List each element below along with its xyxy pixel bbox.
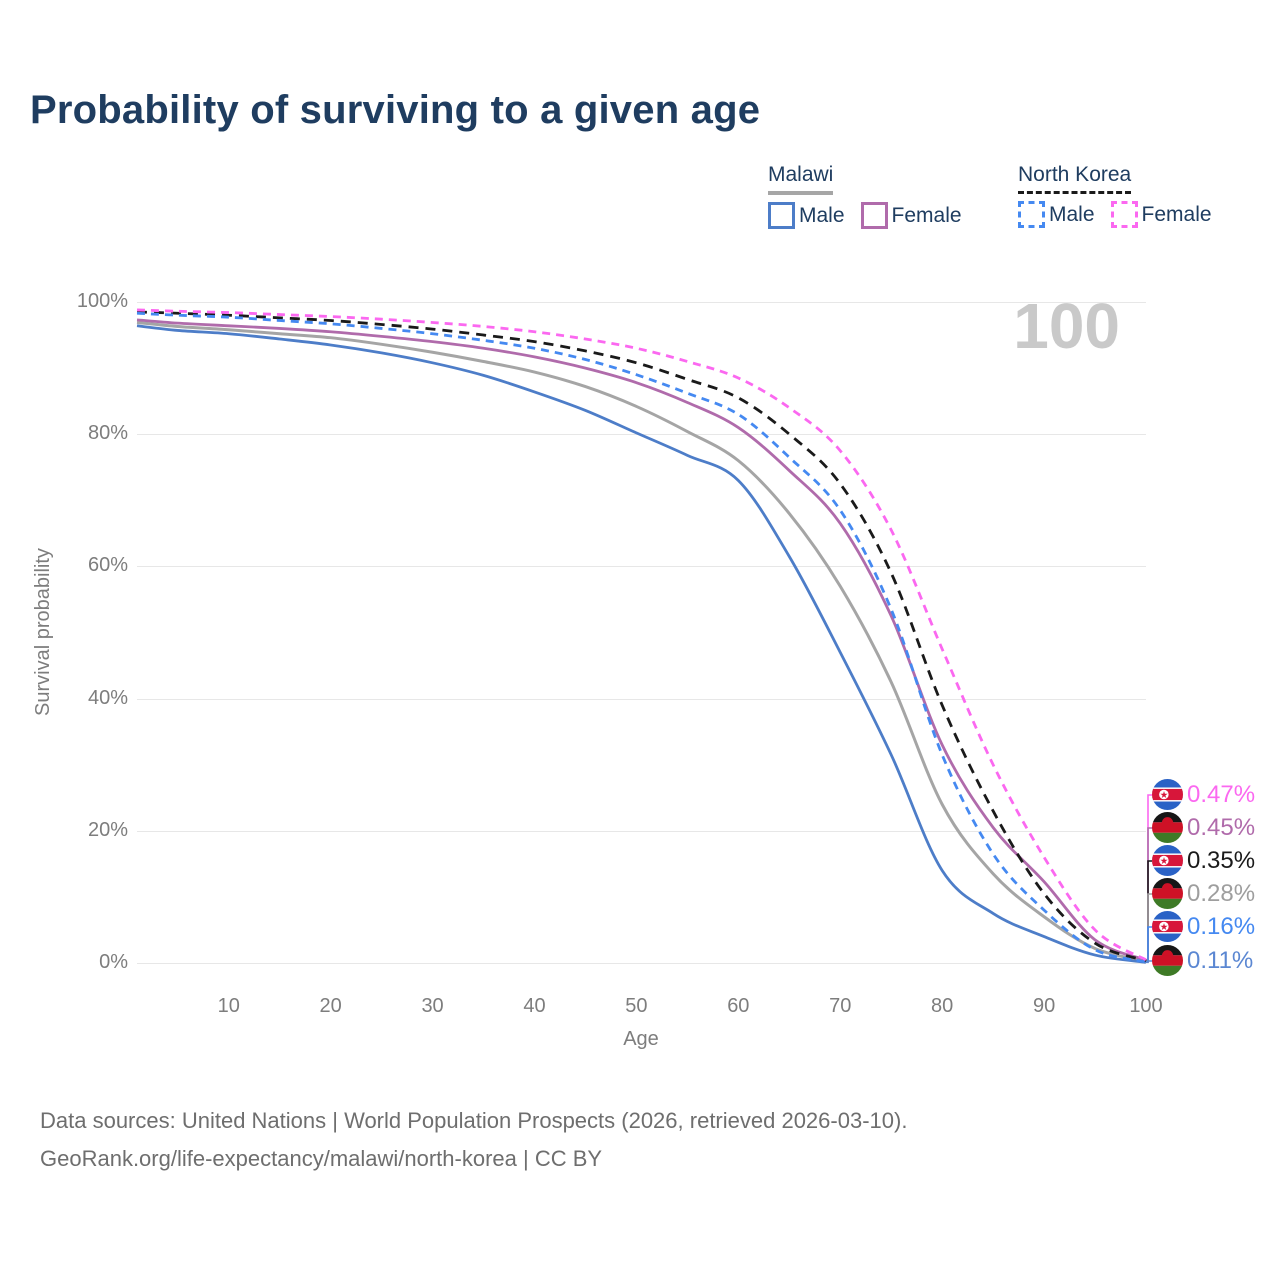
end-label-value: 0.45% — [1187, 813, 1256, 841]
x-tick-label-90: 90 — [1032, 995, 1056, 1017]
legend-label: Male — [799, 203, 845, 227]
x-tick-label-30: 30 — [421, 995, 444, 1017]
x-tick-label-60: 60 — [727, 995, 750, 1017]
legend-group-malawi: Malawi Male Female — [768, 163, 962, 229]
x-tick-label-70: 70 — [829, 995, 852, 1017]
legend-header-malawi: Malawi — [768, 163, 834, 195]
x-tick-label-20: 20 — [319, 995, 342, 1017]
flag-icon-north-korea: ★ — [1152, 845, 1183, 876]
end-label-value: 0.47% — [1187, 780, 1256, 808]
end-label-row-north-korea-female: ★ 0.47% — [1152, 779, 1255, 810]
legend-swatch-malawi-female[interactable] — [860, 202, 888, 229]
legend-group-north-korea: North Korea Male Female — [1018, 163, 1212, 228]
y-tick-label-60: 60% — [87, 554, 128, 577]
legend-swatch-malawi-male[interactable] — [768, 202, 795, 229]
svg-text:★: ★ — [1160, 790, 1168, 800]
legend-swatch-north-korea-female[interactable] — [1110, 201, 1138, 228]
end-label-row-malawi-all: 0.28% — [1152, 878, 1255, 909]
end-label-row-north-korea-male: ★ 0.16% — [1152, 911, 1255, 942]
end-label-row-malawi-male: 0.11% — [1152, 945, 1253, 976]
x-tick-label-80: 80 — [931, 995, 954, 1017]
gridline-60 — [137, 566, 1146, 568]
x-tick-label-10: 10 — [217, 995, 240, 1017]
end-label-value: 0.35% — [1187, 846, 1256, 874]
end-label-value: 0.28% — [1187, 879, 1256, 907]
gridline-40 — [137, 698, 1146, 700]
end-label-row-malawi-female: 0.45% — [1152, 812, 1255, 843]
legend-item-malawi-male[interactable]: Male — [768, 202, 845, 229]
svg-text:★: ★ — [1160, 856, 1168, 866]
legend-label: Male — [1049, 202, 1095, 226]
flag-icon-malawi — [1152, 945, 1183, 976]
gridline-20 — [137, 830, 1146, 832]
y-tick-label-0: 0% — [99, 951, 128, 973]
end-label-value: 0.11% — [1187, 946, 1254, 974]
y-tick-label-20: 20% — [87, 818, 128, 841]
end-label-row-north-korea-all: ★ 0.35% — [1152, 845, 1255, 876]
y-tick-label-40: 40% — [87, 686, 128, 709]
x-tick-label-50: 50 — [625, 995, 648, 1017]
survival-curve-north-korea-male — [136, 311, 1147, 964]
legend-item-north-korea-male[interactable]: Male — [1018, 201, 1095, 228]
flag-icon-north-korea: ★ — [1152, 779, 1183, 810]
gridline-100 — [137, 302, 1146, 303]
footer-citation: GeoRank.org/life-expectancy/malawi/north… — [40, 1146, 603, 1171]
legend-swatch-north-korea-male[interactable] — [1018, 201, 1045, 228]
x-axis-title: Age — [623, 1028, 659, 1050]
legend-item-malawi-female[interactable]: Female — [860, 202, 962, 229]
footer-data-sources: Data sources: United Nations | World Pop… — [40, 1108, 908, 1133]
svg-text:★: ★ — [1160, 922, 1168, 932]
legend-header-north-korea: North Korea — [1018, 163, 1132, 194]
survival-curve-north-korea-all — [136, 310, 1147, 963]
y-tick-label-80: 80% — [87, 422, 128, 445]
flag-icon-malawi — [1152, 812, 1183, 843]
x-tick-label-100: 100 — [1129, 995, 1163, 1017]
legend-item-north-korea-female[interactable]: Female — [1110, 201, 1212, 228]
legend-label: Female — [891, 203, 962, 227]
survival-curve-malawi-female — [136, 318, 1147, 962]
end-label-value: 0.16% — [1187, 912, 1256, 940]
watermark-age-100: 100 — [1013, 290, 1120, 362]
gridline-80 — [137, 434, 1146, 436]
survival-curve-malawi-male — [136, 324, 1147, 964]
survival-curve-north-korea-female — [136, 308, 1147, 962]
flag-icon-malawi — [1152, 878, 1183, 909]
gridline-0 — [137, 963, 1146, 964]
y-tick-label-100: 100% — [76, 290, 128, 312]
x-tick-label-40: 40 — [523, 995, 546, 1017]
flag-icon-north-korea: ★ — [1152, 911, 1183, 942]
page-title: Probability of surviving to a given age — [30, 88, 761, 132]
legend-label: Female — [1141, 202, 1212, 226]
y-axis-title: Survival probability — [32, 548, 54, 716]
survival-curve-malawi-all — [136, 320, 1147, 963]
